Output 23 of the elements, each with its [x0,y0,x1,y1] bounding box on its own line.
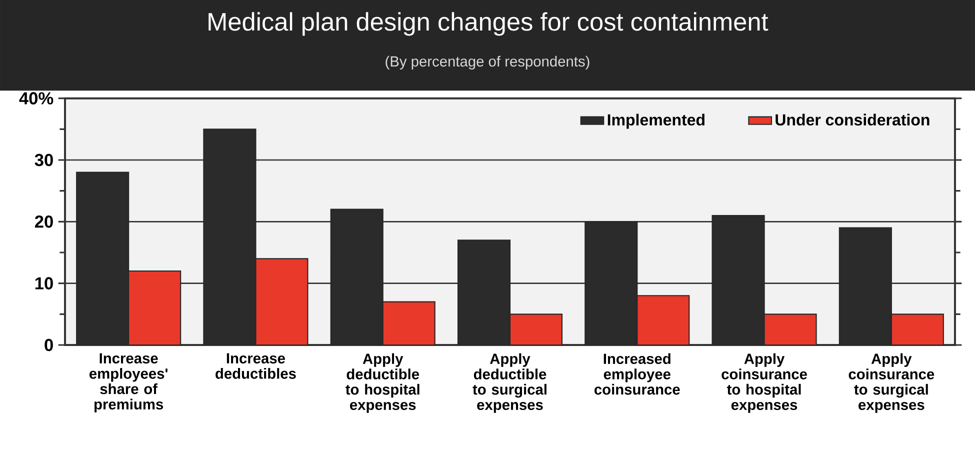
legend-label: Under consideration [776,114,930,126]
y-tick-label: 20 [34,216,53,228]
y-tick-label: 30 [34,154,53,166]
x-tick-label: Increase employees' share of premiums [89,353,168,412]
bar [637,296,690,345]
legend-label: Implemented [608,114,704,129]
x-tick-label: Apply coinsurance to surgical expenses [848,353,934,413]
bar [128,270,181,345]
y-tick-label: 10 [35,277,53,290]
x-tick-label: Increase deductibles [216,353,296,379]
x-tick-label: Apply deductible to hospital expenses [346,353,420,413]
bar [510,314,562,345]
y-tick-label: 40% [19,92,54,104]
bar [764,314,816,345]
x-tick-label: Increased employee coinsurance [594,353,680,395]
bar [382,302,435,345]
chart-title: Medical plan design changes for cost containment [208,12,768,36]
x-tick-label: Apply coinsurance to hospital expenses [722,353,807,413]
y-tick-label: 0 [44,338,53,352]
bar [256,258,308,345]
chart-subtitle: (By percentage of respondents) [386,56,590,70]
bar [890,314,944,345]
x-tick-label: Apply deductible to surgical expenses [472,353,546,413]
